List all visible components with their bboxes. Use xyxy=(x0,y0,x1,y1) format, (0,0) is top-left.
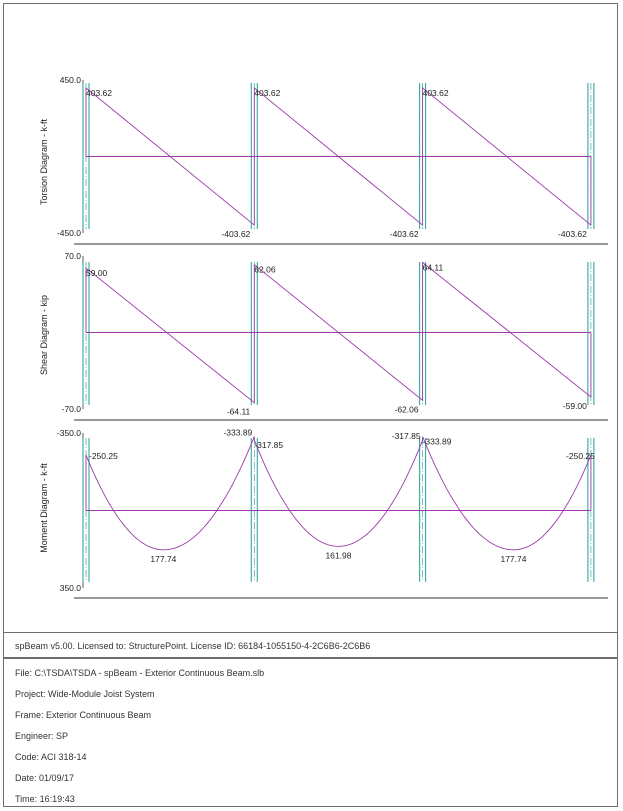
data-label: -403.62 xyxy=(558,229,587,239)
data-label: -333.89 xyxy=(223,428,252,438)
file-line: File: C:\TSDA\TSDA - spBeam - Exterior C… xyxy=(15,668,265,678)
data-label: 62.06 xyxy=(254,265,276,275)
time-line: Time: 16:19:43 xyxy=(15,794,75,804)
data-label: -317.85 xyxy=(254,440,283,450)
license-text: spBeam v5.00. Licensed to: StructurePoin… xyxy=(15,641,371,651)
data-label: 64.11 xyxy=(423,262,444,272)
page-frame xyxy=(3,3,618,807)
data-label: -250.25 xyxy=(566,451,595,461)
date-line: Date: 01/09/17 xyxy=(15,773,75,783)
y-tick-label: -70.0 xyxy=(62,404,82,414)
y-tick-label: -350.0 xyxy=(57,428,81,438)
engineer-line: Engineer: SP xyxy=(15,731,69,741)
project-line: Project: Wide-Module Joist System xyxy=(15,689,155,699)
diagram-series-line xyxy=(85,86,592,227)
data-label: -250.25 xyxy=(89,451,118,461)
y-tick-label: 350.0 xyxy=(60,583,82,593)
diagram-series-line xyxy=(85,436,592,551)
data-label: 403.62 xyxy=(86,88,112,98)
data-label: -403.62 xyxy=(221,229,250,239)
project-info-panel: File: C:\TSDA\TSDA - spBeam - Exterior C… xyxy=(3,658,618,807)
y-tick-label: 450.0 xyxy=(60,75,82,85)
code-line: Code: ACI 318-14 xyxy=(15,752,87,762)
y-tick-label: -450.0 xyxy=(57,228,81,238)
data-label: -403.62 xyxy=(390,229,419,239)
data-label: -59.00 xyxy=(563,401,587,411)
y-tick-label: 70.0 xyxy=(64,251,81,261)
diagrams-canvas: 450.0 -450.0 Torsion Diagram - k-ft 403.62 -… xyxy=(39,75,608,599)
data-label: 59.00 xyxy=(86,268,108,278)
data-label: -333.89 xyxy=(423,437,452,447)
data-label: -64.11 xyxy=(227,407,251,417)
data-label: 403.62 xyxy=(423,88,449,98)
y-axis-label: Shear Diagram - kip xyxy=(39,295,49,375)
frame-line: Frame: Exterior Continuous Beam xyxy=(15,710,152,720)
data-label: 177.74 xyxy=(500,554,526,564)
data-label: 161.98 xyxy=(325,550,351,560)
y-axis-label: Torsion Diagram - k-ft xyxy=(39,118,49,205)
data-label: 403.62 xyxy=(254,88,280,98)
license-band: spBeam v5.00. Licensed to: StructurePoin… xyxy=(3,632,618,658)
diagram-series-line xyxy=(85,261,592,404)
data-label: -317.85 xyxy=(392,431,421,441)
data-label: -62.06 xyxy=(394,404,418,414)
data-label: 177.74 xyxy=(150,554,176,564)
y-axis-label: Moment Diagram - k-ft xyxy=(39,463,49,553)
